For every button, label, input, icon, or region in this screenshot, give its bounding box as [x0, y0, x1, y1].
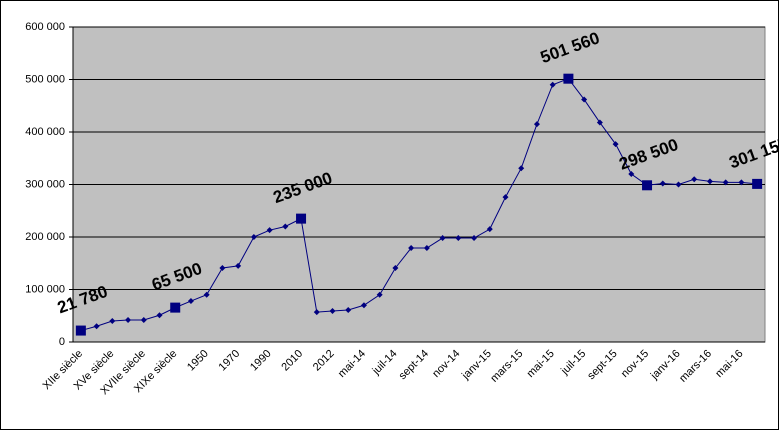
marker [423, 245, 430, 252]
marker [596, 119, 603, 126]
marker [187, 298, 194, 305]
marker [659, 180, 666, 187]
marker [581, 96, 588, 103]
marker [140, 316, 147, 323]
marker [282, 223, 289, 230]
marker [93, 323, 100, 330]
marker [109, 318, 116, 324]
marker [722, 179, 729, 186]
marker [675, 181, 682, 188]
y-tick-label: 100 000 [25, 283, 65, 295]
marker [376, 291, 383, 298]
marker [738, 179, 745, 186]
marker [170, 302, 181, 313]
marker [219, 264, 226, 271]
marker [345, 306, 352, 313]
marker [75, 325, 86, 336]
marker [691, 176, 698, 183]
marker [752, 178, 763, 189]
marker [296, 213, 307, 224]
marker [563, 73, 574, 84]
marker [125, 316, 132, 323]
marker [642, 180, 653, 191]
marker [455, 235, 462, 242]
y-tick-label: 600 000 [25, 21, 65, 33]
marker [533, 121, 540, 128]
marker [360, 302, 367, 309]
marker [549, 81, 556, 88]
y-tick-label: 300 000 [25, 178, 65, 190]
marker [518, 165, 525, 172]
marker [628, 171, 635, 177]
marker [250, 234, 257, 240]
marker [313, 309, 320, 316]
marker [203, 291, 210, 298]
marker [486, 226, 493, 233]
marker [502, 194, 509, 201]
marker [439, 235, 446, 242]
y-tick-label: 500 000 [25, 73, 65, 85]
marker [408, 245, 415, 252]
marker [706, 178, 713, 185]
y-tick-label: 200 000 [25, 231, 65, 243]
marker [329, 308, 336, 315]
y-tick-label: 0 [59, 336, 65, 348]
marker [471, 235, 478, 242]
marker [156, 312, 163, 319]
y-tick-label: 400 000 [25, 126, 65, 138]
marker [612, 141, 619, 148]
marker [235, 262, 242, 269]
marker [392, 264, 399, 271]
marker [266, 227, 273, 234]
